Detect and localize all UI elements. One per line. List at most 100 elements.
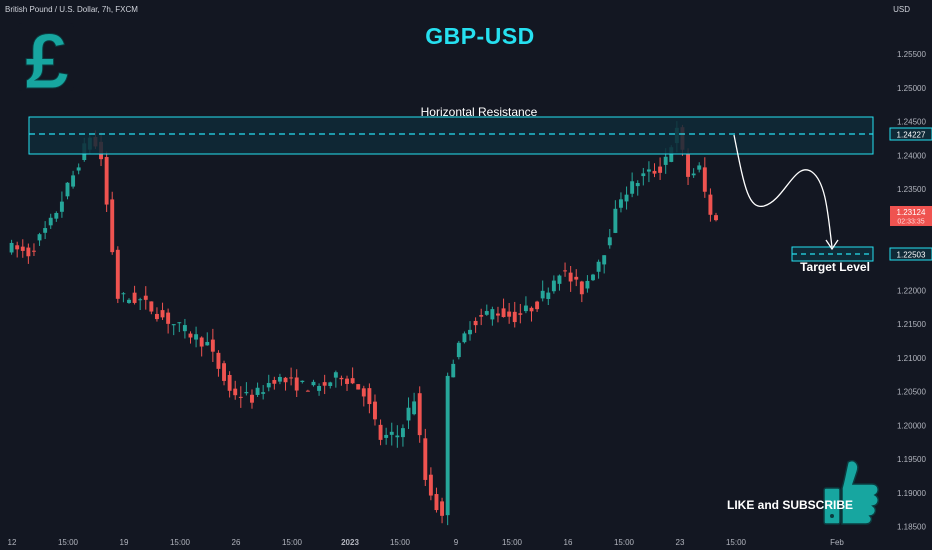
- candles-layer: [9, 121, 718, 526]
- target-price: 1.22503: [897, 251, 926, 260]
- candle-body: [166, 312, 171, 324]
- candle: [160, 302, 165, 320]
- candle-body: [389, 431, 394, 435]
- candle: [697, 162, 702, 173]
- bar-countdown: 02:33:35: [897, 219, 924, 226]
- candle-body: [210, 339, 215, 352]
- candle-body: [529, 307, 534, 312]
- candle: [551, 275, 556, 294]
- candle-body: [607, 237, 612, 246]
- candle-body: [630, 181, 635, 194]
- candle: [138, 297, 143, 311]
- candle-body: [512, 311, 517, 323]
- candle-body: [244, 392, 249, 394]
- candle: [451, 359, 456, 378]
- candle-body: [579, 281, 584, 295]
- candle: [322, 374, 327, 395]
- candle-body: [445, 375, 450, 516]
- candle-body: [289, 377, 294, 379]
- candle-body: [501, 308, 506, 318]
- candle-body: [496, 313, 500, 316]
- currency-label: USD: [893, 5, 910, 14]
- candle-body: [65, 182, 70, 197]
- candle: [658, 157, 663, 180]
- candle: [182, 318, 187, 339]
- candle: [540, 280, 545, 302]
- candle-body: [412, 401, 417, 415]
- candle: [691, 168, 696, 178]
- candle: [635, 180, 640, 196]
- candle-body: [345, 378, 349, 384]
- time-tick-label: 19: [120, 538, 129, 547]
- time-tick-label: 15:00: [726, 538, 747, 547]
- candle: [15, 241, 20, 258]
- candle-body: [110, 199, 115, 253]
- price-tick-label: 1.21500: [897, 320, 926, 329]
- pound-sign-icon: £: [18, 17, 74, 106]
- time-axis[interactable]: 12 15:00 19 15:00 26 15:00 2023 15:00 9 15:00 16 15…: [8, 538, 845, 547]
- price-tick-label: 1.23500: [897, 185, 926, 194]
- candle: [462, 331, 467, 344]
- candle-body: [714, 215, 718, 221]
- candle: [484, 304, 489, 316]
- subscribe-cta: LIKE and SUBSCRIBE: [727, 498, 854, 512]
- candle: [378, 419, 383, 446]
- price-axis[interactable]: 1.255001.250001.245001.240001.235001.230…: [897, 50, 926, 532]
- candle-body: [121, 293, 126, 295]
- candle-body: [406, 407, 411, 421]
- candle-body: [143, 295, 148, 300]
- candle: [507, 303, 512, 324]
- price-tick-label: 1.22000: [897, 286, 926, 295]
- candle-body: [378, 424, 383, 440]
- time-tick-label: Feb: [830, 538, 844, 547]
- candle-body: [261, 392, 266, 394]
- candle-body: [540, 290, 545, 299]
- candle: [244, 382, 249, 396]
- candle: [26, 243, 31, 264]
- price-tick-label: 1.25500: [897, 50, 926, 59]
- time-tick-label: 15:00: [170, 538, 191, 547]
- candle-body: [188, 333, 193, 338]
- candle: [233, 380, 238, 400]
- candle-body: [423, 438, 428, 480]
- candle: [423, 428, 428, 487]
- candle: [596, 259, 601, 279]
- candle-body: [596, 261, 601, 272]
- candle: [702, 157, 707, 198]
- symbol-info: British Pound / U.S. Dollar, 7h, FXCM: [5, 5, 138, 14]
- candle-body: [652, 170, 657, 174]
- candle: [210, 328, 215, 362]
- price-tick-label: 1.24500: [897, 118, 926, 127]
- candle: [479, 308, 484, 326]
- candle-body: [26, 247, 31, 257]
- candle-body: [149, 301, 154, 312]
- candle-body: [428, 474, 433, 496]
- candle-body: [367, 388, 372, 405]
- candle: [708, 188, 713, 222]
- candle-body: [356, 384, 361, 390]
- candle-body: [708, 194, 713, 215]
- candle-body: [462, 333, 467, 343]
- candle: [294, 369, 299, 398]
- candle: [317, 383, 322, 396]
- candle-body: [535, 301, 540, 310]
- time-tick-label: 15:00: [502, 538, 523, 547]
- candle: [546, 287, 551, 306]
- candle: [71, 170, 76, 189]
- candle: [31, 243, 36, 257]
- candle-body: [479, 315, 484, 317]
- candle: [266, 374, 271, 392]
- candle-body: [400, 428, 405, 438]
- candle: [328, 381, 333, 389]
- candle-body: [171, 324, 176, 326]
- candle-body: [300, 380, 305, 383]
- candle-body: [490, 309, 495, 320]
- candle: [54, 211, 59, 222]
- candle-body: [663, 156, 668, 165]
- candle-body: [317, 385, 322, 391]
- candle-body: [20, 246, 25, 251]
- candle: [395, 425, 400, 448]
- candle-body: [255, 387, 260, 395]
- candle-body: [15, 245, 20, 250]
